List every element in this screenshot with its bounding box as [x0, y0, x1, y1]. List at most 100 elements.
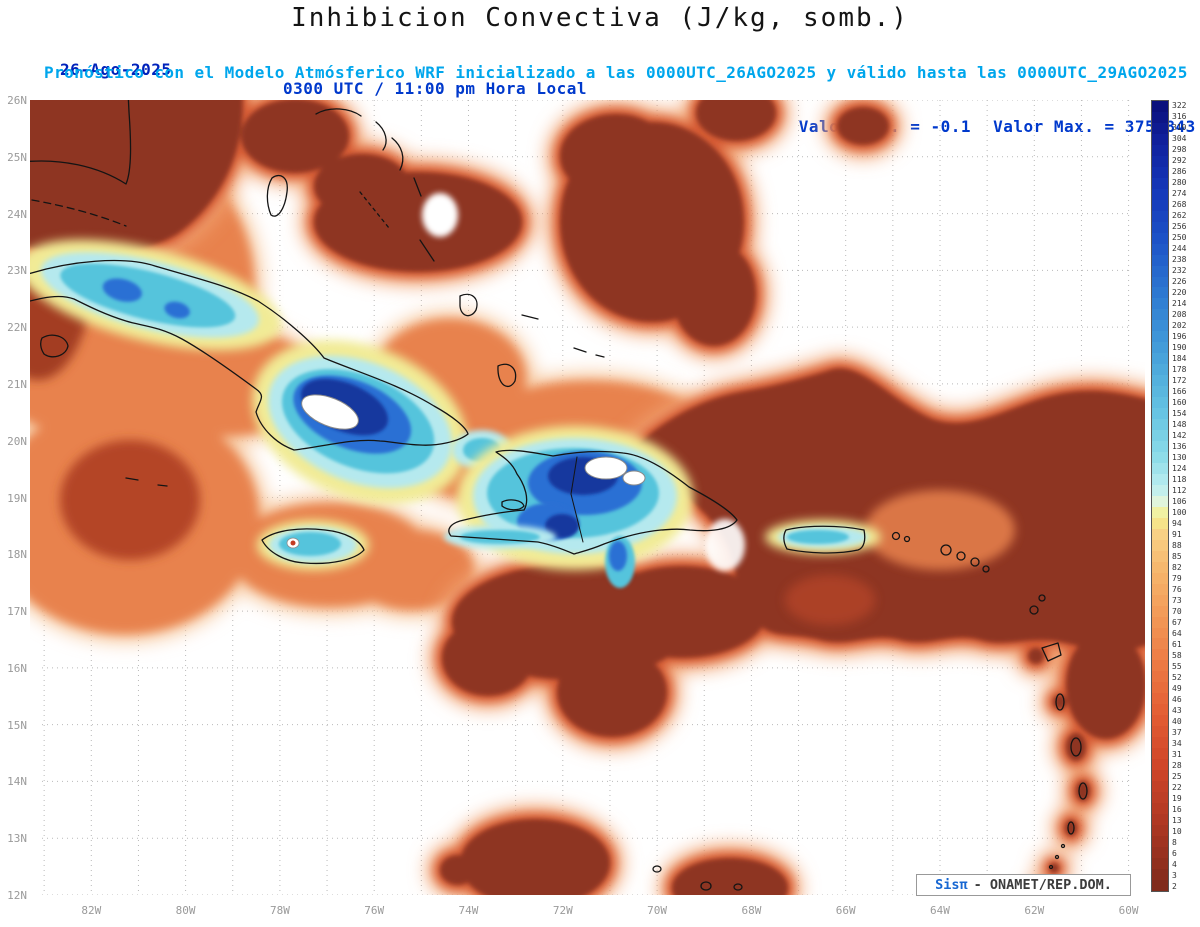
colorbar-value: 43 — [1172, 705, 1182, 715]
attribution-box: Sisπ - ONAMET/REP.DOM. — [916, 874, 1131, 896]
lon-label: 62W — [1024, 904, 1045, 917]
colorbar-value: 322 — [1172, 100, 1187, 110]
colorbar-value: 274 — [1172, 188, 1187, 198]
colorbar-value: 148 — [1172, 419, 1187, 429]
colorbar-segment — [1152, 101, 1168, 112]
colorbar-segment — [1152, 419, 1168, 431]
colorbar-segment — [1152, 583, 1168, 595]
colorbar-value: 73 — [1172, 595, 1182, 605]
colorbar-value: 8 — [1172, 837, 1177, 847]
colorbar-segment — [1152, 671, 1168, 683]
colorbar-value: 49 — [1172, 683, 1182, 693]
coastlines — [30, 100, 1088, 895]
colorbar-value: 304 — [1172, 133, 1187, 143]
lat-label: 22N — [7, 321, 27, 335]
colorbar-segment — [1152, 254, 1168, 266]
colorbar-value: 76 — [1172, 584, 1182, 594]
lon-label: 66W — [835, 904, 856, 917]
colorbar-value: 184 — [1172, 353, 1187, 363]
colorbar-segment — [1152, 353, 1168, 365]
colorbar-value: 40 — [1172, 716, 1182, 726]
colorbar-segment — [1152, 188, 1168, 200]
colorbar-value: 67 — [1172, 617, 1182, 627]
colorbar-value: 244 — [1172, 243, 1187, 253]
colorbar-value: 85 — [1172, 551, 1182, 561]
colorbar-segment — [1152, 737, 1168, 749]
lat-label: 13N — [7, 832, 27, 846]
lat-label: 15N — [7, 718, 27, 732]
colorbar — [1151, 100, 1169, 892]
colorbar-segment — [1152, 287, 1168, 299]
colorbar-segment — [1152, 879, 1168, 891]
colorbar-segment — [1152, 748, 1168, 760]
colorbar-value: 142 — [1172, 430, 1187, 440]
lat-label: 16N — [7, 661, 27, 675]
colorbar-value: 256 — [1172, 221, 1187, 231]
colorbar-segment — [1152, 484, 1168, 496]
colorbar-value: 310 — [1172, 122, 1187, 132]
attribution-system: Sisπ — [935, 877, 968, 893]
colorbar-segment — [1152, 364, 1168, 376]
colorbar-segment — [1152, 133, 1168, 145]
colorbar-value: 4 — [1172, 859, 1177, 869]
colorbar-segment — [1152, 375, 1168, 387]
lon-label: 70W — [647, 904, 668, 917]
colorbar-segment — [1152, 561, 1168, 573]
lat-label: 14N — [7, 775, 27, 789]
colorbar-value: 94 — [1172, 518, 1182, 528]
colorbar-segment — [1152, 265, 1168, 277]
lat-label: 12N — [7, 889, 27, 902]
colorbar-segment — [1152, 430, 1168, 442]
colorbar-segment — [1152, 594, 1168, 606]
colorbar-segment — [1152, 111, 1168, 123]
colorbar-value: 286 — [1172, 166, 1187, 176]
colorbar-value: 16 — [1172, 804, 1182, 814]
colorbar-value: 214 — [1172, 298, 1187, 308]
colorbar-value: 250 — [1172, 232, 1187, 242]
colorbar-value: 268 — [1172, 199, 1187, 209]
colorbar-value: 220 — [1172, 287, 1187, 297]
lat-label: 17N — [7, 605, 27, 619]
colorbar-value: 52 — [1172, 672, 1182, 682]
colorbar-value: 34 — [1172, 738, 1182, 748]
colorbar-value: 130 — [1172, 452, 1187, 462]
colorbar-value: 31 — [1172, 749, 1182, 759]
colorbar-segment — [1152, 342, 1168, 354]
lat-label: 20N — [7, 434, 27, 448]
lon-label: 64W — [930, 904, 950, 917]
colorbar-value: 160 — [1172, 397, 1187, 407]
colorbar-value: 79 — [1172, 573, 1182, 583]
colorbar-segment — [1152, 803, 1168, 814]
lon-label: 72W — [552, 904, 573, 917]
lat-label: 18N — [7, 548, 27, 562]
colorbar-segment — [1152, 441, 1168, 452]
colorbar-segment — [1152, 331, 1168, 343]
colorbar-segment — [1152, 462, 1168, 474]
colorbar-value: 28 — [1172, 760, 1182, 770]
colorbar-value: 136 — [1172, 441, 1187, 451]
colorbar-segment — [1152, 243, 1168, 255]
colorbar-value: 178 — [1172, 364, 1187, 374]
colorbar-segment — [1152, 868, 1168, 880]
lat-label: 23N — [7, 264, 27, 278]
colorbar-value: 112 — [1172, 485, 1187, 495]
colorbar-value: 19 — [1172, 793, 1182, 803]
lon-label: 76W — [364, 904, 385, 917]
colorbar-value: 70 — [1172, 606, 1182, 616]
lon-label: 78W — [269, 904, 290, 917]
cin-field — [30, 100, 1145, 895]
map-canvas — [30, 100, 1145, 895]
valid-time: 0300 UTC / 11:00 pm Hora Local — [283, 79, 587, 98]
colorbar-segment — [1152, 638, 1168, 650]
colorbar-segment — [1152, 473, 1168, 485]
colorbar-segment — [1152, 408, 1168, 420]
colorbar-value: 238 — [1172, 254, 1187, 264]
colorbar-value: 106 — [1172, 496, 1187, 506]
colorbar-value: 196 — [1172, 331, 1187, 341]
colorbar-value: 91 — [1172, 529, 1182, 539]
lon-label: 60W — [1118, 904, 1139, 917]
colorbar-segment — [1152, 539, 1168, 551]
colorbar-segment — [1152, 792, 1168, 803]
colorbar-value: 88 — [1172, 540, 1182, 550]
